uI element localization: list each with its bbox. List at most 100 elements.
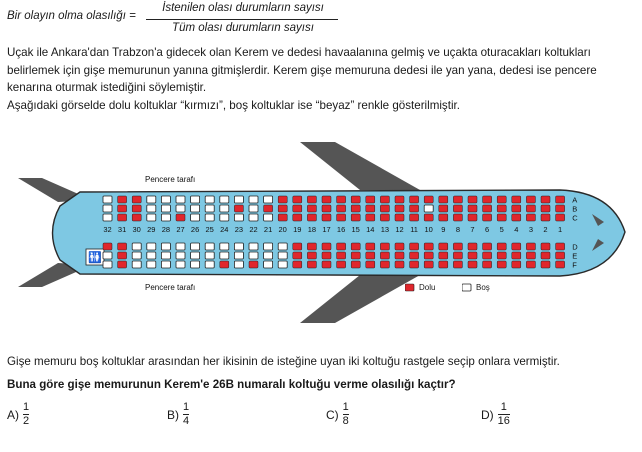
seat-23a [233, 195, 244, 204]
row-number-label: 30 [133, 225, 141, 234]
row-number-label: 1 [558, 225, 562, 234]
airplane-seating-diagram: 🚻 Pencere tarafı Pencere tarafı 32 31 30 29… [18, 142, 626, 323]
seat-27a [175, 195, 186, 204]
option-b[interactable]: B) 1 4 [167, 401, 190, 427]
seat-28f [160, 260, 171, 269]
seat-28b [160, 204, 171, 213]
seat-7f [467, 260, 478, 269]
seat-15b [350, 204, 361, 213]
full-seat-icon [405, 283, 415, 292]
seat-letter-label: A [572, 196, 577, 205]
seat-20c [277, 213, 288, 222]
row-number-label: 2 [543, 225, 547, 234]
seat-letter-label: C [572, 214, 578, 223]
seat-19b [292, 204, 303, 213]
seat-2d [540, 242, 551, 251]
seat-31b [117, 204, 127, 213]
seat-11f [409, 260, 419, 269]
fraction-bar [342, 414, 349, 415]
seat-11c [409, 213, 419, 222]
seat-5f [496, 260, 507, 269]
seat-16b [336, 204, 346, 213]
seat-17e [321, 251, 332, 260]
option-d[interactable]: D) 1 16 [481, 402, 510, 427]
seat-14c [365, 213, 376, 222]
legend-explanation: Aşağıdaki görselde dolu koltuklar “kırmı… [7, 99, 460, 112]
seat-4e [511, 251, 522, 260]
seat-29c [146, 213, 157, 222]
seat-10b [423, 204, 434, 213]
row-number-label: 23 [235, 225, 243, 234]
seat-11e [409, 251, 419, 260]
seat-32a [102, 195, 113, 204]
seat-27d [175, 242, 186, 251]
seat-24c [219, 213, 230, 222]
seat-30f [131, 260, 142, 269]
seat-17f [321, 260, 332, 269]
row-number-label: 26 [191, 225, 199, 234]
seat-3f [526, 260, 536, 269]
option-a[interactable]: A) 1 2 [7, 402, 30, 427]
seat-24e [219, 251, 230, 260]
seat-1a [555, 195, 565, 204]
seat-13e [380, 251, 390, 260]
seat-16d [336, 242, 346, 251]
seat-22f [248, 260, 259, 269]
seat-30a [131, 195, 142, 204]
seat-5b [496, 204, 507, 213]
airplane-top-wing [300, 142, 420, 190]
seat-letter-label: F [572, 261, 577, 270]
fraction-bar [183, 414, 190, 415]
seat-20b [277, 204, 288, 213]
seat-23d [233, 242, 244, 251]
seat-15d [350, 242, 361, 251]
seat-1d [555, 242, 565, 251]
seat-9f [438, 260, 449, 269]
row-number-label: 22 [249, 225, 257, 234]
seat-12b [394, 204, 405, 213]
seat-29b [146, 204, 157, 213]
seat-10d [423, 242, 434, 251]
legend-empty-label: Boş [476, 283, 490, 292]
row-number-label: 3 [529, 225, 533, 234]
seat-26f [190, 260, 201, 269]
seat-25a [204, 195, 215, 204]
option-fraction: 1 2 [23, 402, 30, 427]
option-numerator: 1 [183, 401, 190, 413]
row-number-label: 17 [322, 225, 330, 234]
seat-23f [233, 260, 244, 269]
seat-13b [380, 204, 390, 213]
row-number-label: 11 [410, 225, 418, 234]
seat-21b [263, 204, 273, 213]
seat-6d [482, 242, 492, 251]
seat-22b [248, 204, 259, 213]
seat-3c [526, 213, 536, 222]
row-number-label: 29 [147, 225, 155, 234]
seat-8e [453, 251, 463, 260]
seat-29d [146, 242, 157, 251]
seat-28e [160, 251, 171, 260]
seat-10f [423, 260, 434, 269]
seat-9d [438, 242, 449, 251]
empty-seat-icon [462, 283, 472, 292]
seat-4f [511, 260, 522, 269]
question-text: Buna göre gişe memurunun Kerem'e 26B num… [7, 378, 456, 391]
seat-15c [350, 213, 361, 222]
seat-2e [540, 251, 551, 260]
option-c[interactable]: C) 1 8 [326, 402, 349, 427]
seat-7d [467, 242, 478, 251]
row-number-label: 16 [337, 225, 345, 234]
seat-1b [555, 204, 565, 213]
seat-18a [307, 195, 317, 204]
seat-11d [409, 242, 419, 251]
restroom-glyph: 🚻 [88, 251, 102, 264]
seat-30d [131, 242, 142, 251]
seat-15e [350, 251, 361, 260]
seat-19f [292, 260, 303, 269]
seat-1f [555, 260, 565, 269]
window-side-label-top: Pencere tarafı [145, 175, 195, 184]
seat-13a [380, 195, 390, 204]
seat-22a [248, 195, 259, 204]
row-number-label: 5 [500, 225, 504, 234]
formula-denominator: Tüm olası durumların sayısı [172, 22, 314, 34]
